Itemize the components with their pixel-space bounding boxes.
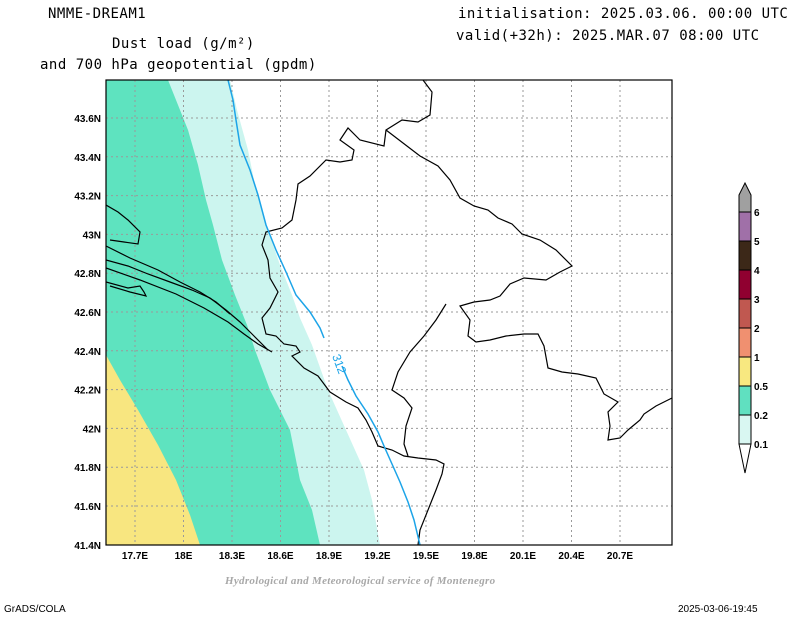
lon-tick-label: 19.5E [413,551,439,562]
legend-label: 0.5 [754,382,768,393]
lat-tick-label: 42N [83,424,101,435]
lat-tick-label: 43.2N [74,192,101,203]
lon-tick-label: 17.7E [122,551,148,562]
legend-swatch [738,181,752,213]
geopotential-contour-312 [227,80,421,545]
legend-swatch [738,327,752,358]
legend-label: 0.2 [754,411,768,422]
lat-lon-grid [106,80,672,545]
credit-text: Hydrological and Meteorological service … [225,575,496,587]
legend-swatch [738,240,752,271]
contour-label-312: 312 [329,352,349,376]
legend-lower-arrow [738,443,752,474]
lat-tick-label: 42.6N [74,308,101,319]
timestamp-label: 2025-03-06-19:45 [678,604,758,615]
lat-tick-label: 41.8N [74,463,101,474]
lat-tick-label: 42.2N [74,386,101,397]
longitude-labels: 17.7E 18E 18.3E 18.6E 18.9E 19.2E 19.5E 19.8E 20… [122,551,633,562]
legend-label: 5 [754,237,760,248]
latitude-labels: 43.6N 43.4N 43.2N 43N 42.8N 42.6N 42.4N 42.2N 42… [74,114,101,552]
legend-label: 2 [754,324,760,335]
legend-swatch [738,356,752,387]
lon-tick-label: 18E [175,551,193,562]
legend-swatch [738,298,752,329]
valid-time: valid(+32h): 2025.MAR.07 08:00 UTC [456,28,760,44]
lon-tick-label: 18.9E [316,551,342,562]
lon-tick-label: 19.8E [461,551,487,562]
lat-tick-label: 41.6N [74,502,101,513]
product-title-line2: and 700 hPa geopotential (gpdm) [40,57,317,73]
coastline-borders [106,80,672,545]
product-title-line1: Dust load (g/m²) [112,36,255,52]
legend-label: 0.1 [754,440,768,451]
lat-tick-label: 43N [83,230,101,241]
legend-label: 4 [754,266,760,277]
legend-swatch [738,211,752,242]
legend-label: 6 [754,208,760,219]
model-name: NMME-DREAM1 [48,6,147,22]
dust-shade-0-5 [106,355,200,545]
lat-tick-label: 43.6N [74,114,101,125]
lon-tick-label: 19.2E [364,551,390,562]
color-legend: 0.1 0.2 0.5 1 2 3 4 5 6 [738,181,768,474]
legend-swatch [738,414,752,445]
lon-tick-label: 18.3E [219,551,245,562]
lat-tick-label: 43.4N [74,153,101,164]
legend-swatch [738,385,752,416]
software-label: GrADS/COLA [4,604,66,615]
lat-tick-label: 41.4N [74,541,101,552]
lat-tick-label: 42.8N [74,269,101,280]
map-area [106,80,672,545]
legend-label: 1 [754,353,760,364]
lon-tick-label: 20.1E [510,551,536,562]
legend-swatch [738,269,752,300]
lat-tick-label: 42.4N [74,347,101,358]
lon-tick-label: 20.7E [607,551,633,562]
legend-label: 3 [754,295,760,306]
map-frame [105,79,673,546]
init-time: initialisation: 2025.03.06. 00:00 UTC [458,6,789,22]
lon-tick-label: 18.6E [267,551,293,562]
lon-tick-label: 20.4E [558,551,584,562]
